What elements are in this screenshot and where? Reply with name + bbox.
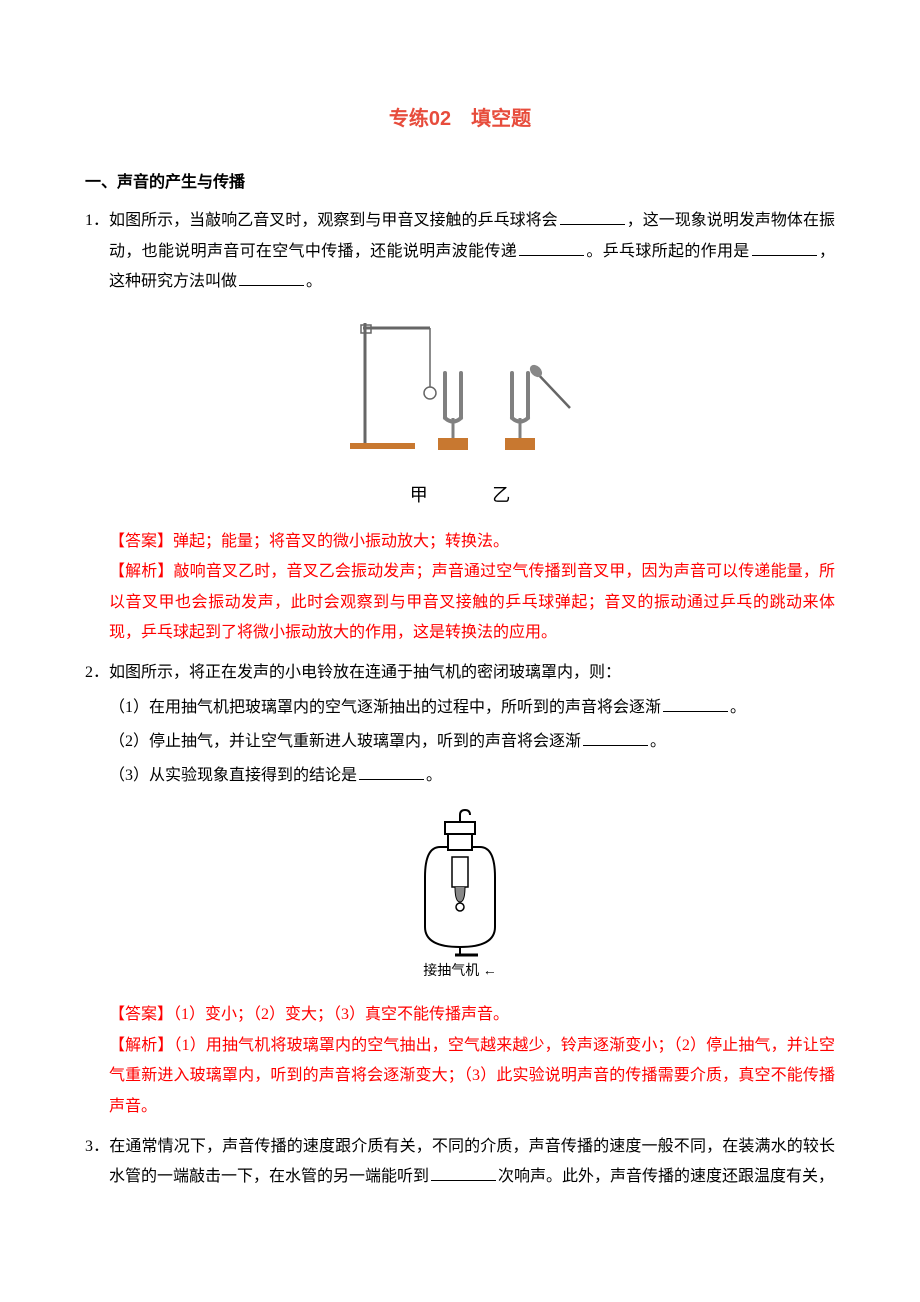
q1-part-0: 如图所示，当敲响乙音叉时，观察到与甲音叉接触的乒乓球将会 (109, 212, 558, 229)
q2-sub3: （3）从实验现象直接得到的结论是 。 (85, 761, 835, 791)
blank (239, 270, 304, 286)
analysis-label: 【解析】 (109, 563, 174, 580)
q1-text: 1．如图所示，当敲响乙音叉时，观察到与甲音叉接触的乒乓球将会，这一现象说明发声物… (85, 206, 835, 297)
q2-intro-text: 如图所示，将正在发声的小电铃放在连通于抽气机的密闭玻璃罩内，则： (109, 664, 621, 681)
figure-1-labels: 甲 乙 (85, 478, 835, 512)
blank (560, 209, 625, 225)
bell-jar-diagram-icon (400, 807, 520, 957)
q1-answer: 【答案】弹起；能量；将音叉的微小振动放大；转换法。 (85, 527, 835, 557)
q2-sub1-pre: （1）在用抽气机把玻璃罩内的空气逐渐抽出的过程中，所听到的声音将会逐渐 (109, 699, 661, 716)
page-title: 专练02 填空题 (85, 100, 835, 138)
q1-answer-text: 弹起；能量；将音叉的微小振动放大；转换法。 (173, 533, 509, 550)
blank (519, 240, 584, 256)
q2-analysis: 【解析】（1）用抽气机将玻璃罩内的空气抽出，空气越来越少，铃声逐渐变小；（2）停… (85, 1031, 835, 1122)
q2-sub1-post: 。 (730, 699, 746, 716)
blank (663, 696, 728, 712)
q1-analysis-text: 敲响音叉乙时，音叉乙会振动发声；声音通过空气传播到音叉甲，因为声音可以传递能量，… (109, 563, 835, 641)
q3-part-1: 次响声。此外，声音传播的速度还跟温度有关， (498, 1168, 834, 1185)
q2-sub2-post: 。 (650, 733, 666, 750)
q1-analysis: 【解析】敲响音叉乙时，音叉乙会振动发声；声音通过空气传播到音叉甲，因为声音可以传… (85, 557, 835, 648)
q2-answer: 【答案】（1）变小；（2）变大；（3）真空不能传播声音。 (85, 1000, 835, 1030)
blank (359, 764, 424, 780)
q2-analysis-text: （1）用抽气机将玻璃罩内的空气抽出，空气越来越少，铃声逐渐变小；（2）停止抽气，… (109, 1037, 835, 1115)
answer-label: 【答案】 (109, 1006, 173, 1023)
label-jia: 甲 (410, 478, 428, 512)
q2-sub1: （1）在用抽气机把玻璃罩内的空气逐渐抽出的过程中，所听到的声音将会逐渐 。 (85, 693, 835, 723)
blank (752, 240, 817, 256)
q1-num: 1． (85, 212, 109, 229)
answer-label: 【答案】 (109, 533, 173, 550)
question-3: 3．在通常情况下，声音传播的速度跟介质有关，不同的介质，声音传播的速度一般不同，… (85, 1132, 835, 1193)
question-1: 1．如图所示，当敲响乙音叉时，观察到与甲音叉接触的乒乓球将会，这一现象说明发声物… (85, 206, 835, 648)
q2-sub2: （2）停止抽气，并让空气重新进人玻璃罩内，听到的声音将会逐渐 。 (85, 727, 835, 757)
figure-2-label: 接抽气机 ← (85, 959, 835, 986)
q2-sub2-pre: （2）停止抽气，并让空气重新进人玻璃罩内，听到的声音将会逐渐 (109, 733, 581, 750)
q1-part-4: 。 (306, 273, 322, 290)
tuning-fork-diagram-icon (335, 313, 585, 473)
blank (431, 1165, 496, 1181)
q1-part-2: 。乒乓球所起的作用是 (586, 243, 750, 260)
q2-intro: 2．如图所示，将正在发声的小电铃放在连通于抽气机的密闭玻璃罩内，则： (85, 658, 835, 688)
q3-num: 3． (85, 1138, 109, 1155)
figure-2: 接抽气机 ← (85, 807, 835, 986)
label-yi: 乙 (492, 478, 510, 512)
question-2: 2．如图所示，将正在发声的小电铃放在连通于抽气机的密闭玻璃罩内，则： （1）在用… (85, 658, 835, 1122)
blank (583, 730, 648, 746)
analysis-label: 【解析】 (109, 1037, 174, 1054)
q2-num: 2． (85, 664, 109, 681)
q2-sub3-pre: （3）从实验现象直接得到的结论是 (109, 767, 357, 784)
q3-text: 3．在通常情况下，声音传播的速度跟介质有关，不同的介质，声音传播的速度一般不同，… (85, 1132, 835, 1193)
section-heading: 一、声音的产生与传播 (85, 168, 835, 198)
q2-sub3-post: 。 (426, 767, 442, 784)
figure-1: 甲 乙 (85, 313, 835, 512)
q2-answer-text: （1）变小；（2）变大；（3）真空不能传播声音。 (173, 1006, 509, 1023)
